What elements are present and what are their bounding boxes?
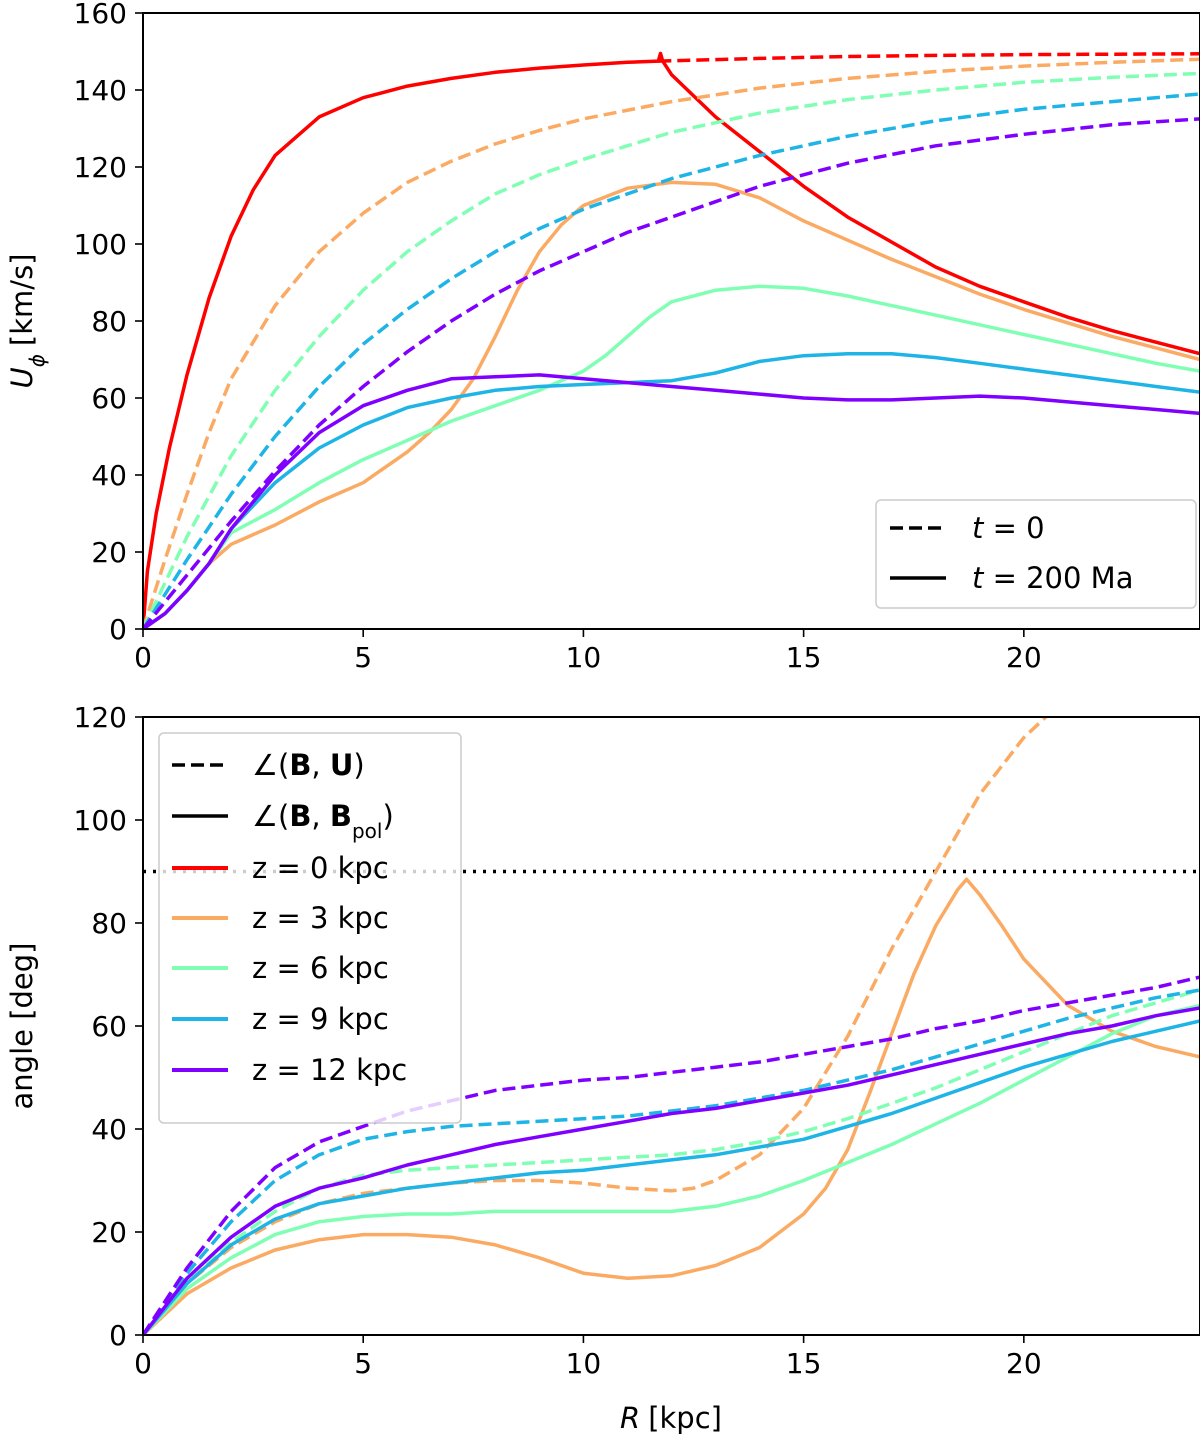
bottom-series-3-kpc-dashed [143, 717, 1048, 1335]
top-y-tick-label: 60 [91, 382, 127, 415]
top-y-tick-label: 40 [91, 459, 127, 492]
top-series-6-kpc-solid [143, 284, 1200, 629]
bottom-x-tick-label: 20 [1006, 1347, 1042, 1380]
bottom-series-group [143, 717, 1200, 1335]
bottom-series-6-kpc-dashed [143, 988, 1200, 1335]
bottom-y-tick-label: 60 [91, 1010, 127, 1043]
bottom-series-12-kpc-dashed [143, 975, 1200, 1335]
top-legend-box [875, 499, 1197, 609]
bottom-y-tick-label: 0 [109, 1319, 127, 1352]
legend-label-z6: z = 6 kpc [252, 951, 389, 985]
top-y-tick-label: 0 [109, 613, 127, 646]
top-series-6-kpc-dashed [143, 71, 1200, 629]
top-y-tick-label: 80 [91, 305, 127, 338]
bottom-legend: ∠(B, U) ∠(B, Bpol) z = 0 kpc z = 3 kpc z… [158, 732, 462, 1124]
bottom-y-axis-label: angle [deg] [5, 943, 39, 1110]
legend-label-t0: t = 0 [972, 511, 1045, 545]
bottom-x-tick-label: 5 [354, 1347, 372, 1380]
legend-label-z9: z = 9 kpc [252, 1002, 389, 1036]
bottom-x-tick-label: 10 [566, 1347, 602, 1380]
top-y-tick-label: 140 [74, 74, 127, 107]
legend-label-z3: z = 3 kpc [252, 901, 389, 935]
top-y-tick-label: 20 [91, 536, 127, 569]
bottom-series-12-kpc-solid [143, 1006, 1200, 1335]
top-panel: 0 5 10 15 20 0 20 40 60 80 100 120 140 160 Uϕ[km/s] t… [5, 0, 1200, 674]
top-y-tick-label: 120 [74, 151, 127, 184]
legend-label-z12: z = 12 kpc [252, 1053, 407, 1087]
bottom-y-tick-label: 40 [91, 1113, 127, 1146]
top-series-0-kpc-dashed [658, 52, 1200, 63]
bottom-y-tick-label: 20 [91, 1216, 127, 1249]
top-x-tick-label: 0 [134, 641, 152, 674]
bottom-legend-box [158, 732, 462, 1124]
bottom-series-9-kpc-solid [143, 1019, 1200, 1335]
top-series-0-kpc-solid [143, 51, 1200, 629]
top-series-9-kpc-dashed [143, 92, 1200, 629]
bottom-y-tick-label: 100 [74, 804, 127, 837]
top-series-12-kpc-solid [143, 373, 1200, 629]
bottom-ticks-group: 0 5 10 15 20 0 20 40 60 80 100 120 [74, 701, 1042, 1380]
bottom-x-tick-label: 0 [134, 1347, 152, 1380]
top-y-axis-label: Uϕ[km/s] [5, 254, 49, 389]
legend-label-angle-b-u: ∠(B, U) [252, 748, 365, 782]
x-axis-label: R [kpc] [620, 1401, 722, 1435]
top-series-3-kpc-dashed [143, 57, 1200, 629]
top-series-group [143, 51, 1200, 629]
bottom-y-tick-label: 80 [91, 907, 127, 940]
top-y-tick-label: 100 [74, 228, 127, 261]
legend-label-t200: t = 200 Ma [972, 561, 1133, 595]
top-x-tick-label: 15 [786, 641, 822, 674]
bottom-panel: 0 5 10 15 20 0 20 40 60 80 100 120 angle [deg] R [kp… [5, 701, 1200, 1435]
top-series-3-kpc-solid [143, 180, 1200, 629]
bottom-y-tick-label: 120 [74, 701, 127, 734]
bottom-series-3-kpc-solid [143, 877, 1200, 1335]
legend-label-angle-b-bpol: ∠(B, Bpol) [252, 799, 394, 843]
top-ticks-group: 0 5 10 15 20 0 20 40 60 80 100 120 140 160 [74, 0, 1042, 674]
bottom-series-6-kpc-solid [143, 1003, 1200, 1335]
top-legend: t = 0 t = 200 Ma [875, 499, 1197, 609]
top-x-tick-label: 20 [1006, 641, 1042, 674]
bottom-x-tick-label: 15 [786, 1347, 822, 1380]
legend-label-z0: z = 0 kpc [252, 851, 389, 885]
top-y-tick-label: 160 [74, 0, 127, 30]
top-x-tick-label: 5 [354, 641, 372, 674]
top-x-tick-label: 10 [566, 641, 602, 674]
bottom-series-9-kpc-dashed [143, 988, 1200, 1335]
top-series-12-kpc-dashed [143, 117, 1200, 629]
